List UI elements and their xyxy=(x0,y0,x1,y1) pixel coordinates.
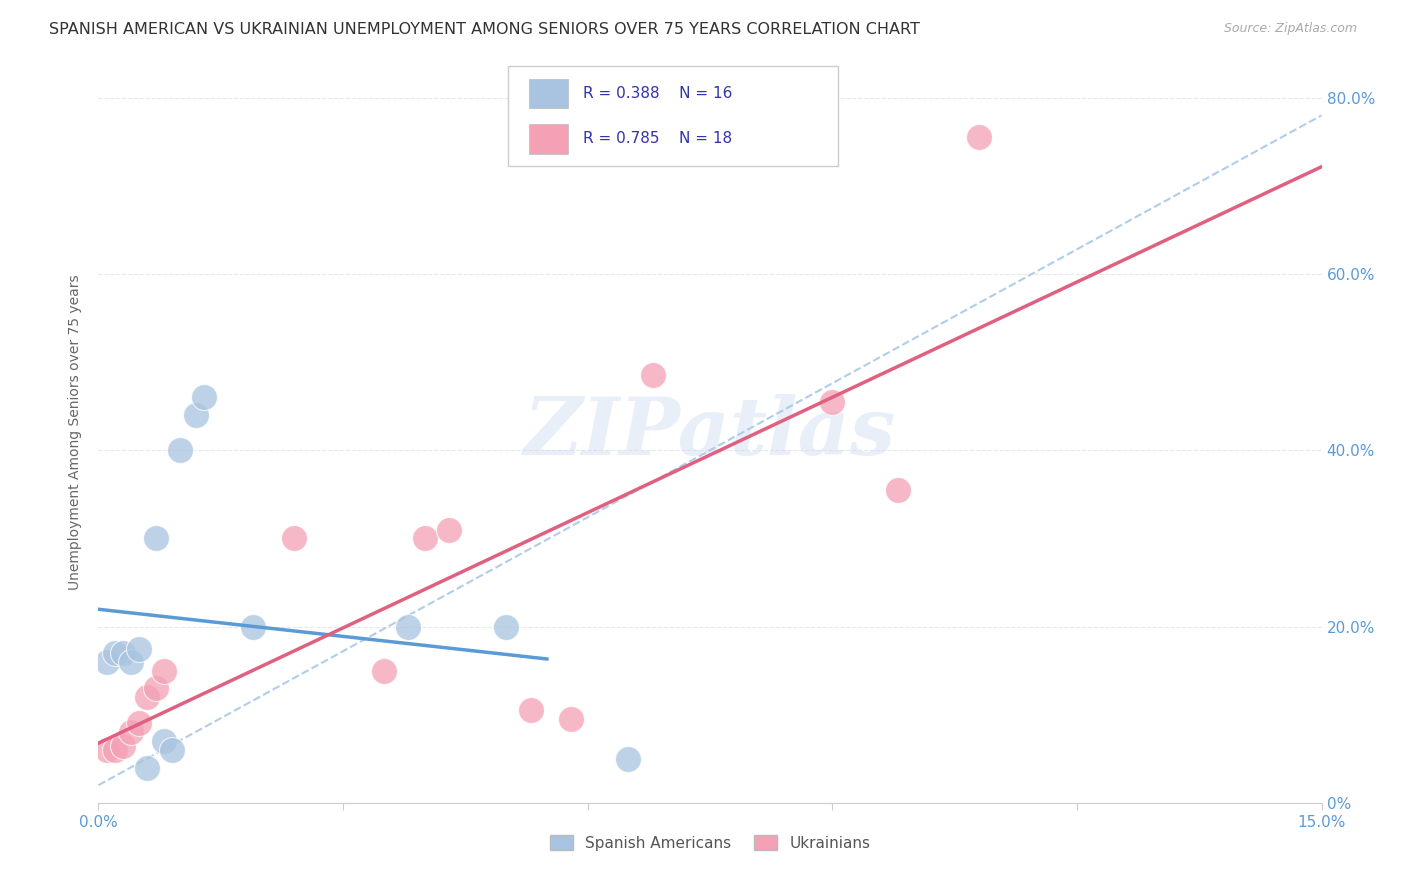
Point xyxy=(519,703,541,717)
Point xyxy=(128,716,150,731)
Point xyxy=(242,619,264,633)
Text: ZIPatlas: ZIPatlas xyxy=(524,394,896,471)
Point xyxy=(821,394,844,409)
Point xyxy=(641,368,664,383)
Text: Source: ZipAtlas.com: Source: ZipAtlas.com xyxy=(1223,22,1357,36)
Point xyxy=(413,532,436,546)
Point xyxy=(396,619,419,633)
Point xyxy=(104,646,127,660)
Point xyxy=(437,523,460,537)
Text: SPANISH AMERICAN VS UKRAINIAN UNEMPLOYMENT AMONG SENIORS OVER 75 YEARS CORRELATI: SPANISH AMERICAN VS UKRAINIAN UNEMPLOYME… xyxy=(49,22,920,37)
Point xyxy=(617,752,640,766)
Point xyxy=(186,408,208,422)
Point xyxy=(128,641,150,656)
Legend: Spanish Americans, Ukrainians: Spanish Americans, Ukrainians xyxy=(550,835,870,851)
Point xyxy=(104,743,127,757)
Point xyxy=(145,532,167,546)
Point xyxy=(373,664,395,678)
Point xyxy=(96,655,118,669)
Point xyxy=(169,443,191,458)
Point xyxy=(136,690,159,704)
Point xyxy=(283,532,305,546)
Point xyxy=(96,743,118,757)
Point xyxy=(495,619,517,633)
Point xyxy=(120,725,142,739)
Point xyxy=(120,655,142,669)
Text: R = 0.785    N = 18: R = 0.785 N = 18 xyxy=(583,131,733,146)
Point xyxy=(145,681,167,696)
Y-axis label: Unemployment Among Seniors over 75 years: Unemployment Among Seniors over 75 years xyxy=(69,275,83,591)
Point xyxy=(886,483,908,497)
Point xyxy=(160,743,183,757)
Point xyxy=(193,390,215,404)
Point xyxy=(967,130,990,145)
FancyBboxPatch shape xyxy=(529,78,568,108)
Point xyxy=(111,739,134,753)
Point xyxy=(560,712,582,726)
FancyBboxPatch shape xyxy=(529,124,568,153)
Point xyxy=(152,664,174,678)
Point xyxy=(136,760,159,774)
Point xyxy=(111,646,134,660)
FancyBboxPatch shape xyxy=(508,66,838,166)
Text: R = 0.388    N = 16: R = 0.388 N = 16 xyxy=(583,86,733,101)
Point xyxy=(152,734,174,748)
